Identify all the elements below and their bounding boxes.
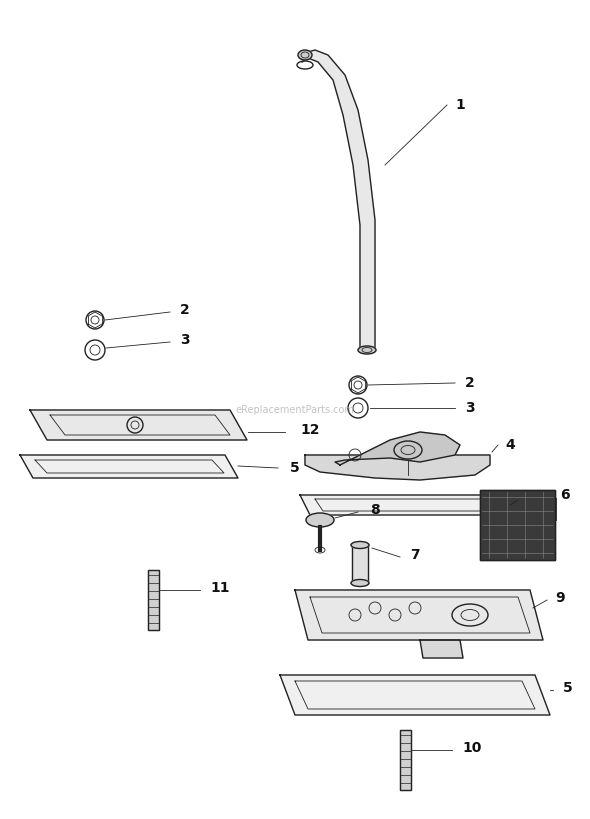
Text: 12: 12 xyxy=(300,423,320,437)
Text: 9: 9 xyxy=(555,591,565,605)
Polygon shape xyxy=(305,455,490,480)
Polygon shape xyxy=(30,410,247,440)
Bar xyxy=(148,570,159,630)
Text: 11: 11 xyxy=(210,581,230,595)
Text: 8: 8 xyxy=(370,503,380,517)
Bar xyxy=(480,490,555,560)
Text: 5: 5 xyxy=(563,681,573,695)
Text: 2: 2 xyxy=(465,376,475,390)
Bar xyxy=(480,490,555,560)
Text: 1: 1 xyxy=(455,98,465,112)
Text: 3: 3 xyxy=(465,401,475,415)
Bar xyxy=(400,730,411,790)
Bar xyxy=(352,545,368,583)
Ellipse shape xyxy=(306,513,334,527)
Polygon shape xyxy=(295,590,543,640)
Text: 6: 6 xyxy=(560,488,570,502)
Bar xyxy=(148,570,159,630)
Polygon shape xyxy=(302,50,375,350)
Text: 7: 7 xyxy=(410,548,420,562)
Polygon shape xyxy=(420,640,463,658)
Text: 10: 10 xyxy=(463,741,481,755)
Text: eReplacementParts.com: eReplacementParts.com xyxy=(235,405,355,415)
Polygon shape xyxy=(300,495,510,515)
Ellipse shape xyxy=(351,580,369,586)
Text: 5: 5 xyxy=(525,491,535,505)
Ellipse shape xyxy=(298,50,312,60)
Polygon shape xyxy=(20,455,238,478)
Text: 3: 3 xyxy=(180,333,190,347)
Text: 5: 5 xyxy=(290,461,300,475)
Bar xyxy=(400,730,411,790)
Bar xyxy=(352,545,368,583)
Polygon shape xyxy=(280,675,550,715)
Text: 4: 4 xyxy=(505,438,515,452)
Polygon shape xyxy=(335,432,460,465)
Ellipse shape xyxy=(358,346,376,354)
Text: 2: 2 xyxy=(180,303,190,317)
Ellipse shape xyxy=(351,541,369,549)
